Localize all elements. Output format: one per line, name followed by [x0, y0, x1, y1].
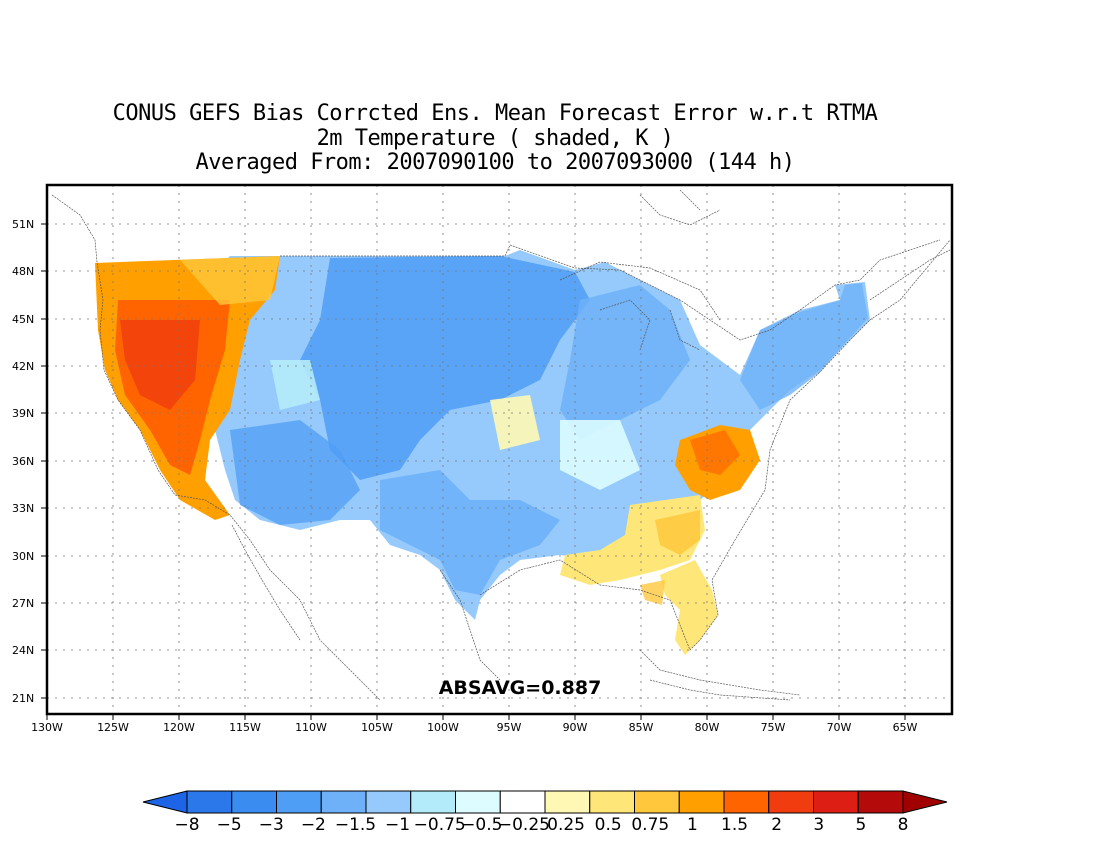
colorbar-label: 5 — [855, 815, 866, 835]
colorbar-label: 0.25 — [547, 815, 585, 835]
colorbar-label: −0.75 — [414, 815, 466, 835]
colorbar-swatch — [813, 790, 859, 814]
colorbar-label: 3 — [813, 815, 824, 835]
x-tick-label: 120W — [163, 721, 195, 734]
colorbar-swatch — [276, 790, 322, 814]
x-tick-label: 110W — [295, 721, 327, 734]
x-tick-label: 130W — [31, 721, 63, 734]
y-tick-label: 21N — [12, 692, 34, 705]
y-tick-label: 30N — [12, 550, 34, 563]
x-tick-label: 115W — [229, 721, 261, 734]
florida-warm — [660, 560, 718, 655]
x-tick-label: 80W — [695, 721, 720, 734]
colorbar-arrow-high — [902, 790, 948, 814]
colorbar-label: −1.5 — [335, 815, 376, 835]
y-tick-label: 42N — [12, 360, 34, 373]
x-tick-label: 65W — [893, 721, 918, 734]
y-tick-label: 51N — [12, 218, 34, 231]
southwest-cool — [230, 420, 360, 525]
colorbar-swatch — [320, 790, 367, 814]
colorbar-label: −5 — [217, 815, 242, 835]
colorbar-swatch — [768, 790, 814, 814]
colorbar-swatch — [186, 790, 233, 814]
x-tick-label: 100W — [427, 721, 459, 734]
x-tick-label: 70W — [827, 721, 852, 734]
colorbar-swatch — [499, 790, 546, 814]
colorbar-label: 1.5 — [721, 815, 748, 835]
northeast-cool — [740, 283, 868, 410]
colorbar-swatch — [455, 790, 501, 814]
midwest-cool — [560, 285, 690, 440]
colorbar-swatch — [231, 790, 277, 814]
colorbar-label: −2 — [301, 815, 326, 835]
map-plot-area: ABSAVG=0.887 — [47, 185, 952, 714]
x-tick-label: 85W — [629, 721, 654, 734]
map-frame — [45, 183, 954, 716]
y-axis-ticks: 51N 48N 45N 42N 39N 36N 33N 30N 27N 24N … — [12, 218, 34, 705]
title-line-2: 2m Temperature ( shaded, K ) — [316, 126, 674, 151]
colorbar-swatch — [410, 790, 456, 814]
y-tick-label: 36N — [12, 455, 34, 468]
colorbar-label: −0.5 — [461, 815, 502, 835]
lat-lon-grid — [47, 185, 952, 714]
texas-cool — [380, 470, 560, 595]
x-tick-label: 90W — [563, 721, 588, 734]
coastlines — [51, 189, 951, 701]
y-tick-label: 39N — [12, 407, 34, 420]
absavg-annotation: ABSAVG=0.887 — [439, 677, 602, 699]
x-tick-label: 125W — [97, 721, 129, 734]
colorbar-swatch — [678, 790, 725, 814]
colorbar-label: −1 — [385, 815, 410, 835]
colorbar-label: −0.25 — [498, 815, 550, 835]
great-plains-cool — [300, 256, 590, 480]
title-line-1: CONUS GEFS Bias Corrcted Ens. Mean Forec… — [112, 101, 878, 126]
y-tick-label: 27N — [12, 597, 34, 610]
colorbar: −8 −5 −3 −2 −1.5 −1 −0.75−0.5−0.250.25 0.5 0.75 1… — [142, 790, 948, 835]
x-tick-label: 95W — [497, 721, 522, 734]
colorbar-label: −3 — [259, 815, 284, 835]
x-tick-label: 75W — [761, 721, 786, 734]
colorbar-swatch — [857, 790, 904, 814]
colorbar-label: 0.75 — [631, 815, 669, 835]
colorbar-swatch — [589, 790, 635, 814]
colorbar-label: 0.5 — [595, 815, 622, 835]
x-axis-ticks: 130W 125W 120W 115W 110W 105W 100W 95W 9… — [31, 721, 917, 734]
colorbar-label: −8 — [174, 815, 199, 835]
colorbar-label: 8 — [898, 815, 909, 835]
colorbar-label: 1 — [687, 815, 698, 835]
x-tick-label: 105W — [361, 721, 393, 734]
colorbar-swatch — [634, 790, 680, 814]
conus-field — [95, 250, 870, 655]
y-tick-label: 24N — [12, 644, 34, 657]
colorbar-swatch — [723, 790, 770, 814]
colorbar-swatch — [365, 790, 412, 814]
y-tick-label: 33N — [12, 502, 34, 515]
y-tick-label: 45N — [12, 313, 34, 326]
colorbar-label: 2 — [771, 815, 782, 835]
colorbar-arrow-low — [142, 790, 188, 814]
colorbar-swatch — [544, 790, 591, 814]
y-tick-label: 48N — [12, 265, 34, 278]
title-line-3: Averaged From: 2007090100 to 2007093000 … — [195, 150, 795, 175]
